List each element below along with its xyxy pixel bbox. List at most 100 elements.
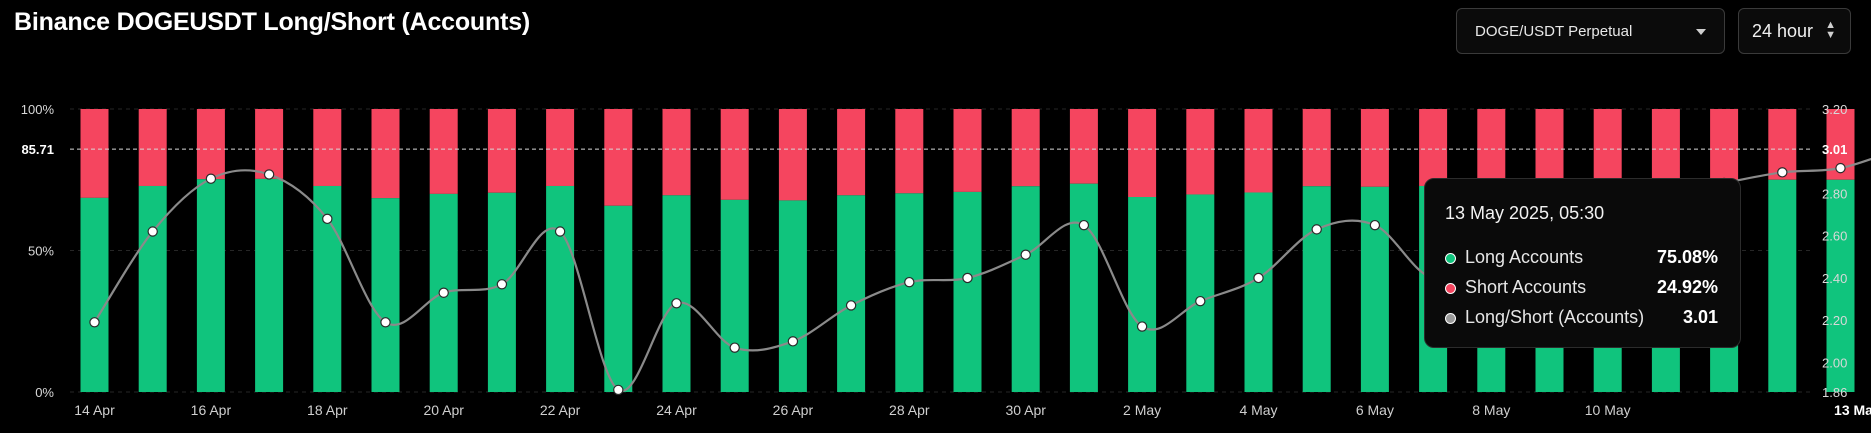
ratio-point	[1835, 162, 1846, 174]
short-bar	[1186, 109, 1215, 195]
x-axis-label: 2 May	[1123, 402, 1161, 418]
short-bar	[1011, 109, 1040, 187]
short-bar	[1128, 109, 1157, 198]
short-bar	[778, 109, 807, 201]
symbol-select[interactable]: DOGE/USDT Perpetual	[1456, 8, 1725, 54]
short-bar	[1477, 109, 1506, 183]
left-axis-label: 0%	[35, 385, 54, 400]
right-axis-label: 2.60	[1822, 229, 1847, 244]
tooltip-row-short: Short Accounts 24.92%	[1445, 277, 1718, 301]
ratio-point	[1136, 321, 1148, 332]
long-bar	[720, 199, 749, 392]
long-bar	[1302, 186, 1331, 392]
short-bar	[429, 109, 458, 194]
short-bar	[1710, 109, 1739, 181]
ratio-point	[147, 226, 158, 237]
long-bar	[1186, 194, 1215, 392]
interval-select-value: 24 hour	[1752, 21, 1814, 41]
short-bar	[1244, 109, 1273, 193]
long-bar	[1360, 186, 1389, 392]
long-bar	[1826, 179, 1855, 392]
ratio-point	[438, 287, 449, 298]
x-axis-label: 20 Apr	[423, 402, 464, 418]
tooltip-row-value: 24.92%	[1656, 277, 1718, 297]
tooltip-row-name: Long/Short (Accounts)	[1465, 307, 1645, 327]
x-axis-label: 28 Apr	[889, 402, 930, 418]
ratio-point	[1195, 295, 1206, 307]
short-dot-icon	[1445, 283, 1456, 294]
long-bar	[778, 200, 807, 392]
x-axis-label: 26 Apr	[773, 402, 814, 418]
short-bar	[720, 109, 749, 200]
x-axis-label: 16 Apr	[191, 402, 232, 418]
ratio-point	[613, 384, 624, 396]
x-axis-label: 8 May	[1472, 402, 1510, 418]
short-bar	[255, 109, 284, 179]
tooltip-row-ratio: Long/Short (Accounts) 3.01	[1445, 307, 1718, 331]
chart-title: Binance DOGEUSDT Long/Short (Accounts)	[14, 8, 531, 36]
x-axis-label: 14 Apr	[74, 402, 115, 418]
short-bar	[546, 109, 575, 186]
long-bar	[895, 193, 924, 392]
short-bar	[662, 109, 691, 196]
short-bar	[80, 109, 109, 198]
ratio-point	[89, 317, 100, 328]
x-axis-label: 22 Apr	[540, 402, 581, 418]
ratio-point	[1020, 249, 1031, 260]
right-axis-label: 2.80	[1822, 186, 1847, 201]
ratio-point	[1253, 272, 1264, 284]
short-bar	[313, 109, 342, 186]
short-bar	[1651, 109, 1680, 184]
ratio-point	[904, 276, 915, 288]
x-axis-label: 6 May	[1356, 402, 1394, 418]
ratio-point	[322, 213, 333, 225]
ratio-point	[1311, 224, 1322, 235]
tooltip-title: 13 May 2025, 05:30	[1445, 203, 1605, 223]
tooltip-row-value: 75.08%	[1656, 247, 1718, 267]
ratio-point	[554, 226, 566, 237]
long-bar	[662, 195, 691, 392]
x-axis-label: 24 Apr	[656, 402, 697, 418]
ratio-point	[845, 300, 857, 311]
short-bar	[895, 109, 924, 194]
long-bar	[953, 191, 982, 392]
long-bar	[1768, 179, 1797, 392]
long-bar	[196, 179, 225, 392]
long-bar	[1011, 186, 1040, 392]
short-bar	[1419, 109, 1448, 186]
left-crosshair-label: 85.71	[21, 142, 54, 157]
ratio-point	[1369, 219, 1381, 231]
long-bar	[138, 185, 167, 392]
ratio-point	[205, 173, 217, 184]
tooltip-row-long: Long Accounts 75.08%	[1445, 247, 1718, 271]
ratio-point	[496, 279, 508, 290]
ratio-point	[380, 317, 391, 328]
short-bar	[138, 109, 167, 186]
left-axis-label: 100%	[21, 102, 55, 117]
ratio-point	[787, 336, 799, 347]
short-bar	[1360, 109, 1389, 187]
chevron-down-icon	[1696, 29, 1706, 35]
chart-tooltip: 13 May 2025, 05:30 Long Accounts 75.08% …	[1424, 178, 1741, 348]
right-axis-label: 2.20	[1822, 313, 1847, 328]
ratio-point	[263, 169, 275, 180]
short-bar	[604, 109, 633, 206]
ratio-dot-icon	[1445, 313, 1456, 324]
ratio-point	[729, 342, 740, 353]
left-axis-label: 50%	[28, 244, 54, 259]
x-axis-label: 4 May	[1239, 402, 1277, 418]
long-bar	[546, 185, 575, 392]
tooltip-row-name: Short Accounts	[1465, 277, 1587, 297]
long-bar	[371, 198, 400, 392]
ratio-point	[1777, 167, 1788, 178]
ratio-point	[1078, 219, 1090, 231]
x-axis-label: 10 May	[1585, 402, 1631, 418]
ratio-point	[962, 272, 973, 284]
x-axis-label: 13 May 2025, 05:30	[1834, 402, 1871, 418]
short-bar	[371, 109, 400, 199]
ratio-point	[671, 298, 682, 309]
long-bar	[80, 197, 109, 392]
right-axis-label: 2.40	[1822, 271, 1847, 286]
short-bar	[1069, 109, 1098, 184]
interval-select[interactable]: 24 hour ▲ ▼	[1738, 8, 1851, 54]
